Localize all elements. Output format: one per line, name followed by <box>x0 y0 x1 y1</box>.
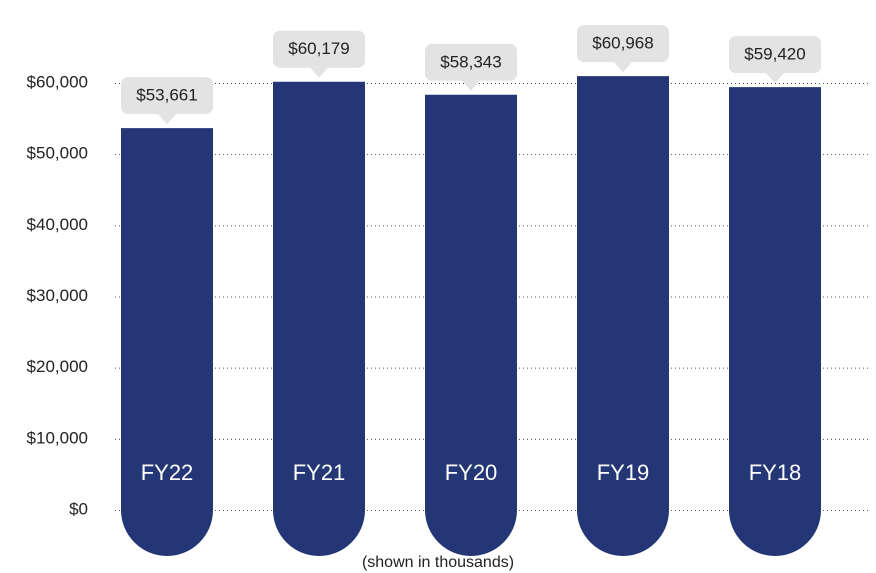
bar <box>121 128 213 556</box>
y-tick-label: $60,000 <box>27 72 88 91</box>
data-label: $60,968 <box>592 34 653 53</box>
data-label: $58,343 <box>440 52 501 71</box>
label-pointer <box>766 73 784 84</box>
data-label: $60,179 <box>288 39 349 58</box>
bar <box>729 87 821 556</box>
x-tick-label: FY19 <box>597 460 650 485</box>
x-tick-label: FY20 <box>445 460 498 485</box>
data-label: $59,420 <box>744 45 805 64</box>
label-bubble <box>425 43 517 81</box>
bar <box>425 94 517 556</box>
label-pointer <box>462 80 480 91</box>
label-pointer <box>614 62 632 73</box>
bar <box>273 81 365 556</box>
label-bubble <box>273 30 365 68</box>
x-tick-label: FY22 <box>141 460 194 485</box>
label-pointer <box>310 67 328 78</box>
label-bubble <box>121 77 213 115</box>
data-label: $53,661 <box>136 86 197 105</box>
y-tick-label: $30,000 <box>27 286 88 305</box>
x-tick-label: FY21 <box>293 460 346 485</box>
note: (shown in thousands) <box>362 554 514 571</box>
label-bubble <box>577 25 669 63</box>
y-tick-label: $40,000 <box>27 215 88 234</box>
y-tick-label: $50,000 <box>27 144 88 163</box>
y-tick-label: $20,000 <box>27 357 88 376</box>
label-bubble <box>729 36 821 74</box>
x-tick-label: FY18 <box>749 460 802 485</box>
label-pointer <box>158 114 176 125</box>
y-tick-label: $10,000 <box>27 428 88 447</box>
bar <box>577 76 669 556</box>
y-tick-label: $0 <box>69 499 88 518</box>
